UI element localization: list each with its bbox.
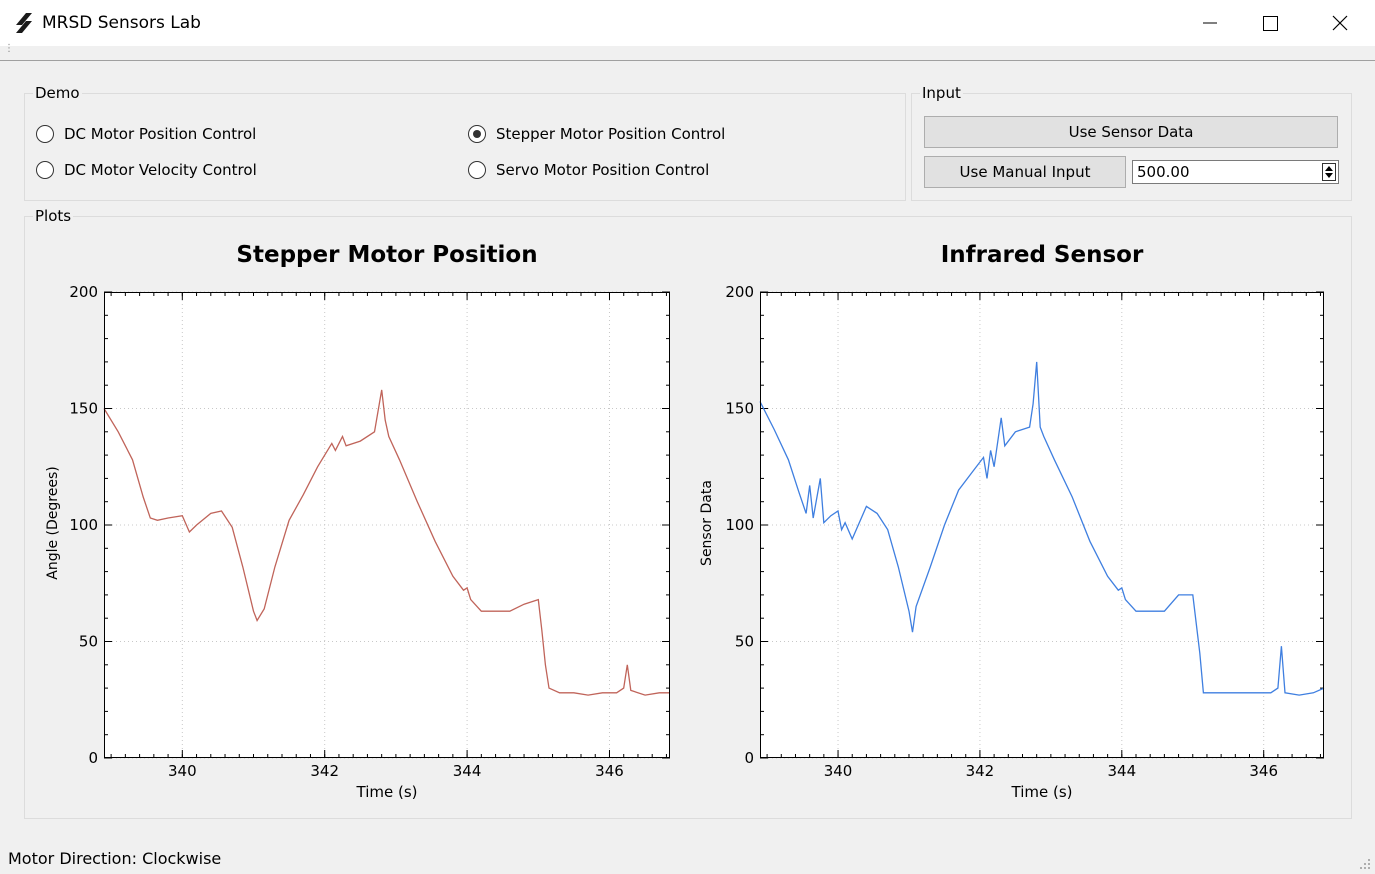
x-tick-label: 344 — [453, 762, 482, 780]
chart-title-stepper: Stepper Motor Position — [236, 242, 538, 268]
y-tick-label: 200 — [69, 283, 98, 301]
plots-group-title: Plots — [33, 207, 74, 225]
x-tick-label: 344 — [1107, 762, 1136, 780]
y-tick-label: 100 — [725, 516, 754, 534]
radio-dc-position[interactable]: DC Motor Position Control — [36, 123, 256, 145]
x-axis-label: Time (s) — [1011, 783, 1073, 801]
window-title: MRSD Sensors Lab — [42, 13, 201, 33]
radio-button-indicator[interactable] — [468, 125, 486, 143]
radio-button-indicator[interactable] — [36, 125, 54, 143]
x-tick-label: 342 — [966, 762, 995, 780]
size-grip-icon[interactable] — [1359, 858, 1371, 870]
series-line — [103, 389, 670, 696]
demo-group-title: Demo — [33, 84, 82, 102]
x-tick-label: 342 — [310, 762, 339, 780]
radio-dc-velocity[interactable]: DC Motor Velocity Control — [36, 159, 257, 181]
use-sensor-data-button[interactable]: Use Sensor Data — [924, 116, 1338, 148]
maximize-button[interactable] — [1240, 0, 1300, 46]
input-group: Input Use Sensor Data Use Manual Input 5… — [911, 84, 1352, 201]
radio-label: Servo Motor Position Control — [496, 161, 710, 179]
spin-down-icon[interactable] — [1325, 173, 1333, 178]
radio-label: DC Motor Velocity Control — [64, 161, 257, 179]
x-tick-label: 346 — [1249, 762, 1278, 780]
minimize-icon — [1203, 22, 1217, 24]
manual-value-spinbox[interactable]: 500.00 — [1132, 160, 1339, 184]
x-axis-label: Time (s) — [356, 783, 418, 801]
radio-stepper-position[interactable]: Stepper Motor Position Control — [468, 123, 725, 145]
spin-up-icon[interactable] — [1325, 166, 1333, 171]
y-tick-label: 150 — [69, 400, 98, 418]
y-tick-label: 100 — [69, 516, 98, 534]
manual-value-text[interactable]: 500.00 — [1137, 163, 1190, 181]
title-bar: MRSD Sensors Lab — [0, 0, 1375, 46]
radio-button-indicator[interactable] — [468, 161, 486, 179]
radio-button-indicator[interactable] — [36, 161, 54, 179]
x-tick-label: 340 — [824, 762, 853, 780]
spinbox-arrows[interactable] — [1322, 163, 1336, 181]
radio-label: DC Motor Position Control — [64, 125, 257, 143]
status-bar-text: Motor Direction: Clockwise — [8, 849, 222, 868]
plot-area — [104, 292, 670, 758]
series-line — [759, 361, 1325, 696]
minimize-button[interactable] — [1180, 0, 1240, 46]
x-tick-label: 340 — [168, 762, 197, 780]
radio-servo-position[interactable]: Servo Motor Position Control — [468, 159, 709, 181]
plot-area — [760, 292, 1324, 758]
y-tick-label: 50 — [735, 633, 754, 651]
y-tick-label: 200 — [725, 283, 754, 301]
y-tick-label: 50 — [79, 633, 98, 651]
input-group-title: Input — [920, 84, 963, 102]
use-manual-input-button[interactable]: Use Manual Input — [924, 156, 1126, 188]
toolbar-separator — [0, 60, 1375, 61]
y-axis-label: Sensor Data — [699, 480, 715, 566]
plot-frame — [760, 292, 1324, 758]
y-tick-label: 0 — [88, 749, 98, 767]
radio-label: Stepper Motor Position Control — [496, 125, 726, 143]
maximize-icon — [1263, 16, 1278, 31]
close-button[interactable] — [1310, 0, 1370, 46]
demo-group: Demo DC Motor Position Control DC Motor … — [24, 84, 906, 201]
plots-group: Plots — [24, 207, 1352, 819]
chart-title-infrared: Infrared Sensor — [940, 242, 1144, 268]
y-tick-label: 150 — [725, 400, 754, 418]
toolbar-grip: ⋮ — [4, 43, 14, 54]
plot-frame — [104, 292, 670, 758]
x-tick-label: 346 — [595, 762, 624, 780]
app-logo-icon — [16, 13, 32, 33]
y-tick-label: 0 — [744, 749, 754, 767]
close-icon — [1332, 15, 1348, 31]
